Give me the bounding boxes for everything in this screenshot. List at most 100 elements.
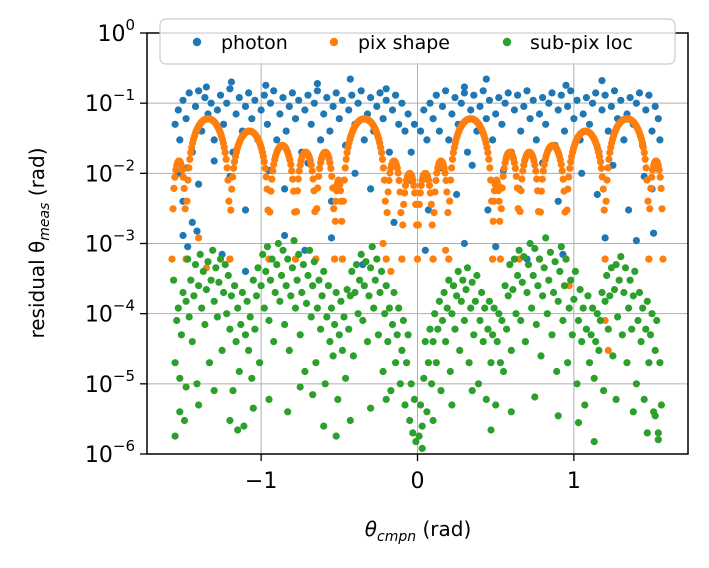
sub-pix-loc-point [539, 292, 547, 300]
sub-pix-loc-point [385, 304, 393, 312]
pix-shape-point [647, 184, 655, 192]
photon-point [498, 120, 506, 128]
photon-point [567, 87, 575, 95]
sub-pix-loc-point [612, 395, 620, 403]
photon-point [654, 115, 662, 123]
photon-point [188, 218, 196, 226]
sub-pix-loc-point [265, 316, 273, 325]
sub-pix-loc-point [531, 244, 539, 253]
sub-pix-loc-point [327, 304, 336, 312]
sub-pix-loc-point [179, 288, 187, 297]
sub-pix-loc-point [240, 422, 248, 430]
sub-pix-loc-point [585, 359, 594, 367]
pix-shape-point [225, 197, 233, 205]
photon-point [589, 99, 597, 107]
sub-pix-loc-point [360, 282, 368, 290]
pix-shape-point [341, 164, 349, 172]
photon-point [548, 89, 556, 97]
sub-pix-loc-point [418, 422, 426, 430]
sub-pix-loc-point [654, 429, 662, 437]
pix-shape-point [338, 217, 346, 225]
pix-shape-point [314, 184, 322, 192]
pix-shape-point [195, 234, 203, 242]
photon-point [382, 96, 390, 104]
sub-pix-loc-point [637, 338, 645, 346]
photon-point [273, 136, 281, 144]
sub-pix-loc-point [535, 255, 544, 263]
photon-point [220, 120, 228, 128]
sub-pix-loc-point [232, 338, 240, 346]
sub-pix-loc-point [571, 267, 580, 275]
pix-shape-point [533, 175, 541, 183]
sub-pix-loc-point [379, 367, 387, 376]
sub-pix-loc-point [429, 416, 437, 425]
pix-shape-point [446, 197, 454, 205]
sub-pix-loc-point [643, 297, 651, 305]
sub-pix-loc-point [401, 401, 409, 409]
pix-shape-point [483, 143, 491, 151]
sub-pix-loc-point [449, 282, 458, 290]
sub-pix-loc-point [474, 380, 483, 388]
photon-point [504, 89, 512, 97]
photon-point [520, 102, 528, 110]
sub-pix-loc-point [593, 310, 601, 318]
sub-pix-loc-point [252, 292, 261, 300]
pix-shape-point [385, 176, 393, 185]
pix-shape-point [441, 169, 449, 177]
sub-pix-loc-point [657, 401, 666, 409]
photon-point [404, 110, 412, 118]
pix-shape-point [170, 184, 178, 192]
sub-pix-loc-point [376, 288, 384, 297]
photon-point [327, 234, 336, 242]
pix-shape-point [313, 205, 321, 213]
sub-pix-loc-point [598, 288, 606, 297]
sub-pix-loc-point [460, 316, 468, 325]
photon-point [213, 106, 221, 114]
sub-pix-loc-point [370, 304, 378, 312]
pix-shape-point [168, 255, 176, 263]
y-tick-label: 100 [97, 16, 135, 47]
sub-pix-loc-point [332, 432, 340, 440]
photon-point [651, 102, 659, 110]
sub-pix-loc-point [429, 338, 437, 346]
photon-point [468, 161, 476, 169]
sub-pix-loc-point [468, 278, 476, 286]
pix-shape-point [517, 187, 525, 195]
pix-shape-point [490, 197, 498, 205]
sub-pix-loc-point [195, 282, 203, 290]
photon-point [557, 91, 565, 99]
sub-pix-loc-point [434, 325, 442, 333]
photon-point [545, 99, 553, 107]
photon-point [332, 89, 340, 97]
pix-shape-point [226, 255, 234, 263]
sub-pix-loc-point [398, 346, 406, 354]
sub-pix-loc-point [348, 267, 356, 275]
y-tick-label: 10−2 [85, 156, 135, 187]
photon-point [421, 246, 429, 254]
photon-point [248, 115, 256, 123]
sub-pix-loc-point [554, 297, 562, 305]
photon-point [360, 136, 368, 144]
x-tick-label: 1 [567, 469, 581, 494]
sub-pix-loc-point [393, 331, 401, 339]
sub-pix-loc-point [612, 261, 620, 269]
pix-shape-point [445, 255, 453, 263]
sub-pix-loc-point [573, 380, 581, 388]
sub-pix-loc-point [191, 261, 200, 269]
pix-shape-point [432, 176, 440, 185]
y-tick-label: 10−1 [85, 86, 135, 117]
sub-pix-loc-point [209, 246, 217, 254]
photon-point [429, 115, 437, 123]
pix-shape-point [604, 164, 612, 172]
sub-pix-loc-point [617, 253, 625, 261]
photon-point [207, 99, 215, 107]
photon-point [432, 91, 440, 99]
sub-pix-loc-point [629, 408, 637, 416]
photon-point [656, 136, 664, 144]
sub-pix-loc-point [615, 276, 623, 284]
sub-pix-loc-point [362, 258, 370, 266]
sub-pix-loc-point [548, 331, 556, 339]
sub-pix-loc-point [381, 310, 389, 318]
sub-pix-loc-point [589, 304, 597, 312]
photon-point [650, 229, 658, 237]
